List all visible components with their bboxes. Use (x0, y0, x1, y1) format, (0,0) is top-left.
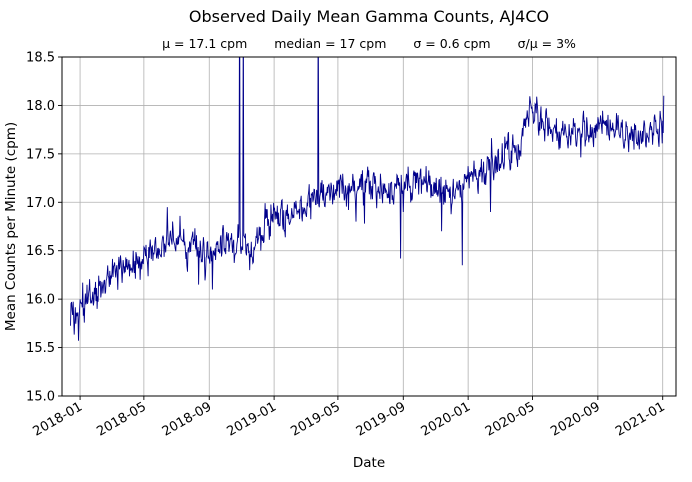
x-tick-label: 2020-01 (419, 399, 474, 439)
x-tick-label: 2020-09 (548, 399, 603, 439)
y-tick-label: 16.0 (26, 293, 55, 308)
chart-stats: μ = 17.1 cpm median = 17 cpm σ = 0.6 cpm… (62, 36, 676, 51)
y-axis-label: Mean Counts per Minute (cpm) (3, 122, 19, 331)
y-tick-label: 17.0 (26, 196, 55, 211)
x-tick-label: 2019-09 (354, 399, 409, 439)
stat-median: median = 17 cpm (274, 36, 387, 51)
stat-sigma: σ = 0.6 cpm (413, 36, 491, 51)
x-tick-label: 2018-05 (94, 399, 149, 439)
y-tick-label: 18.0 (26, 99, 55, 114)
x-tick-label: 2019-01 (225, 399, 280, 439)
x-tick-label: 2019-05 (288, 399, 343, 439)
data-series-line (70, 57, 665, 341)
x-axis-label: Date (353, 455, 385, 471)
chart-title: Observed Daily Mean Gamma Counts, AJ4CO (188, 7, 550, 26)
y-tick-label: 15.0 (26, 390, 55, 405)
grid-layer (62, 56, 676, 397)
y-tick-label: 17.5 (26, 147, 55, 162)
x-tick-label: 2020-05 (483, 399, 538, 439)
y-tick-label: 15.5 (26, 341, 55, 356)
x-tick-label: 2018-09 (160, 399, 215, 439)
x-tick-label: 2021-01 (613, 399, 668, 439)
series-layer (70, 57, 665, 341)
stat-mean: μ = 17.1 cpm (162, 36, 248, 51)
x-tick-label: 2018-01 (31, 399, 86, 439)
y-tick-label: 16.5 (26, 244, 55, 259)
stat-sigma-over-mu: σ/μ = 3% (517, 36, 576, 51)
y-tick-label: 18.5 (26, 51, 55, 66)
plot-frame (61, 56, 677, 397)
